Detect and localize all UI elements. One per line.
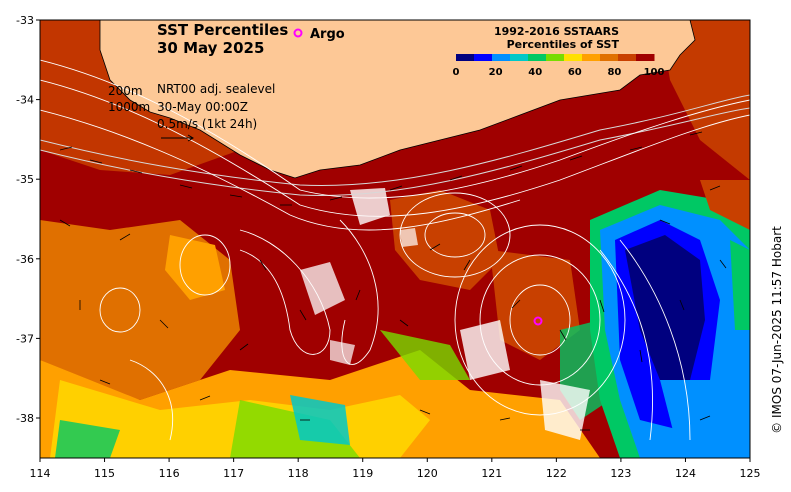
colorbar-tick-label: 60 [568,67,582,78]
x-tick-label: 123 [610,467,631,480]
colorbar-segment [546,54,565,61]
x-tick-label: 120 [417,467,438,480]
colorbar-segment [510,54,529,61]
credit-text: © IMOS 07-Jun-2025 11:57 Hobart [770,226,784,434]
argo-float-marker [533,316,543,326]
y-tick-label: -37 [16,332,34,345]
colorbar [456,54,655,61]
y-tick-label: -33 [16,14,34,27]
scale-arrow [161,134,194,142]
scale-label: 0.5m/s (1kt 24h) [157,117,257,131]
colorbar-segment [636,54,655,61]
x-tick-label: 122 [546,467,567,480]
colorbar-title-line1: 1992-2016 SSTAARS [494,25,619,38]
x-tick-label: 119 [352,467,373,480]
x-tick-label: 121 [481,467,502,480]
colorbar-title-line2: Percentiles of SST [507,38,620,51]
map-title-line2: 30 May 2025 [157,39,264,57]
colorbar-segment [528,54,547,61]
argo-legend-label: Argo [310,27,345,42]
x-tick-label: 115 [94,467,115,480]
colorbar-tick-label: 80 [607,67,621,78]
y-axis-ticks: -33 -34 -35 -36 -37 -38 [16,14,40,425]
colorbar-segment [618,54,637,61]
colorbar-tick-label: 20 [489,67,503,78]
x-tick-label: 125 [740,467,761,480]
datetime-label: 30-May 00:00Z [157,100,248,114]
product-label: NRT00 adj. sealevel [157,82,275,96]
colorbar-tick-label: 40 [528,67,542,78]
map-title-line1: SST Percentiles [157,21,288,39]
sealevel-contours [40,59,750,441]
colorbar-segment [456,54,475,61]
colorbar-segment [600,54,619,61]
colorbar-tick-label: 0 [453,67,460,78]
colorbar-ticks: 0 20 40 60 80 100 [453,67,665,78]
colorbar-segment [564,54,583,61]
argo-legend-icon [293,28,303,38]
depth-label-200m: 200m [108,84,143,98]
x-tick-label: 114 [30,467,51,480]
x-axis-ticks: 114 115 116 117 118 119 120 121 122 123 124 125 [30,458,761,480]
sst-field [40,20,750,458]
colorbar-segment [474,54,493,61]
depth-label-1000m: 1000m [108,100,150,114]
current-vectors [59,131,727,431]
x-tick-label: 124 [675,467,696,480]
y-tick-label: -34 [16,94,34,107]
colorbar-tick-label: 100 [644,67,665,78]
x-tick-label: 118 [288,467,309,480]
y-tick-label: -36 [16,253,34,266]
y-tick-label: -35 [16,173,34,186]
colorbar-segment [492,54,511,61]
colorbar-segment [582,54,601,61]
x-tick-label: 116 [159,467,180,480]
x-tick-label: 117 [223,467,244,480]
y-tick-label: -38 [16,412,34,425]
plot-frame [39,19,751,459]
